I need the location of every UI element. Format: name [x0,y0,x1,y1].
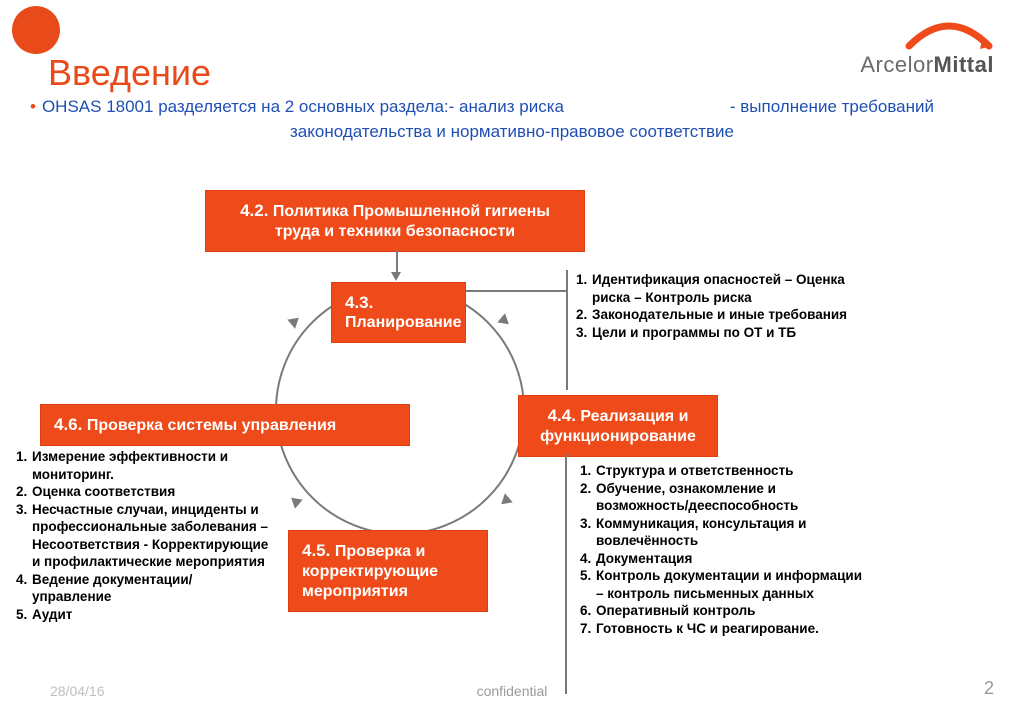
list-item-number: 6. [580,602,596,620]
connector [565,454,567,694]
list-item-text: Цели и программы по ОТ и ТБ [592,324,866,342]
subtitle: • OHSAS 18001 разделяется на 2 основных р… [30,96,994,144]
box-4-6: 4.6. Проверка системы управления [40,404,410,446]
list-item-number: 1. [576,271,592,306]
list-item: 7.Готовность к ЧС и реагирование. [580,620,870,638]
bullet-icon: • [30,97,36,116]
list-item-number: 4. [580,550,596,568]
cycle-arrow-icon [497,493,512,509]
box-4-4: 4.4. Реализация и функционирование [518,395,718,457]
brand-logo: ArcelorMittal [860,20,994,78]
list-item-number: 4. [16,571,32,606]
cycle-arrow-icon [287,313,302,329]
list-item: 1.Идентификация опасностей – Оценка риск… [576,271,866,306]
list-item-text: Готовность к ЧС и реагирование. [596,620,870,638]
subtitle-line1a: OHSAS 18001 разделяется на 2 основных ра… [42,97,564,116]
list-item: 5.Аудит [16,606,271,624]
box-4-2: 4.2. Политика Промышленной гигиены труда… [205,190,585,252]
box-4-2-text: Политика Промышленной гигиены труда и те… [273,203,550,240]
list-item: 2.Оценка соответствия [16,483,271,501]
list-4-6: 1.Измерение эффективности и мониторинг.2… [16,448,271,623]
list-item-number: 3. [576,324,592,342]
slide: ArcelorMittal Введение • OHSAS 18001 разд… [0,0,1024,709]
list-item: 1.Структура и ответственность [580,462,870,480]
list-4-4: 1.Структура и ответственность2.Обучение,… [580,462,870,637]
list-item: 3.Коммуникация, консультация и вовлечённ… [580,515,870,550]
subtitle-line1b: - выполнение требований [730,96,994,119]
cycle-arrow-icon [287,493,302,509]
list-item-text: Оперативный контроль [596,602,870,620]
box-4-3-num: 4.3. [345,292,452,313]
footer-confidential: confidential [0,683,1024,699]
list-item: 5.Контроль документации и информации – к… [580,567,870,602]
list-item-number: 1. [580,462,596,480]
list-item-text: Идентификация опасностей – Оценка риска … [592,271,866,306]
list-item-text: Обучение, ознакомление и возможность/дее… [596,480,870,515]
list-item-text: Несчастные случаи, инциденты и профессио… [32,501,271,571]
list-item-text: Документация [596,550,870,568]
list-item-text: Аудит [32,606,271,624]
connector [396,250,398,274]
arrowhead-icon [391,272,401,281]
box-4-3: 4.3. Планирование [331,282,466,343]
list-item: 2.Обучение, ознакомление и возможность/д… [580,480,870,515]
list-item: 2.Законодательные и иные требования [576,306,866,324]
list-item-number: 3. [580,515,596,550]
list-item-text: Ведение документации/управление [32,571,271,606]
brand-arc-icon [904,20,994,52]
list-item-text: Коммуникация, консультация и вовлечённос… [596,515,870,550]
brand-right: Mittal [934,52,994,77]
list-item-text: Оценка соответствия [32,483,271,501]
box-4-3-text: Планирование [345,313,452,333]
list-item-text: Структура и ответственность [596,462,870,480]
cycle-arrow-icon [497,313,512,329]
list-item: 4.Ведение документации/управление [16,571,271,606]
list-4-3: 1.Идентификация опасностей – Оценка риск… [576,271,866,341]
list-item: 4.Документация [580,550,870,568]
footer-page-number: 2 [984,678,994,699]
list-item-number: 5. [580,567,596,602]
list-item: 3.Цели и программы по ОТ и ТБ [576,324,866,342]
list-item-number: 2. [16,483,32,501]
brand-left: Arcelor [860,52,933,77]
box-4-6-num: 4.6. [54,415,82,434]
list-item: 3.Несчастные случаи, инциденты и професс… [16,501,271,571]
list-item-number: 1. [16,448,32,483]
list-item-number: 7. [580,620,596,638]
page-title: Введение [48,52,211,94]
box-4-5-num: 4.5. [302,541,330,560]
subtitle-line2: законодательства и нормативно-правовое с… [30,121,994,144]
list-item: 1.Измерение эффективности и мониторинг. [16,448,271,483]
list-item-text: Законодательные и иные требования [592,306,866,324]
box-4-6-text: Проверка системы управления [87,417,336,434]
box-4-5: 4.5. Проверка и корректирующие мероприят… [288,530,488,612]
connector [566,270,568,390]
connector [466,290,566,292]
logo-badge-icon [12,6,60,54]
list-item-number: 2. [580,480,596,515]
list-item: 6.Оперативный контроль [580,602,870,620]
list-item-number: 3. [16,501,32,571]
brand-name: ArcelorMittal [860,52,994,78]
box-4-2-num: 4.2. [240,201,268,220]
box-4-4-num: 4.4. [548,406,576,425]
list-item-number: 5. [16,606,32,624]
list-item-text: Контроль документации и информации – кон… [596,567,870,602]
list-item-number: 2. [576,306,592,324]
list-item-text: Измерение эффективности и мониторинг. [32,448,271,483]
